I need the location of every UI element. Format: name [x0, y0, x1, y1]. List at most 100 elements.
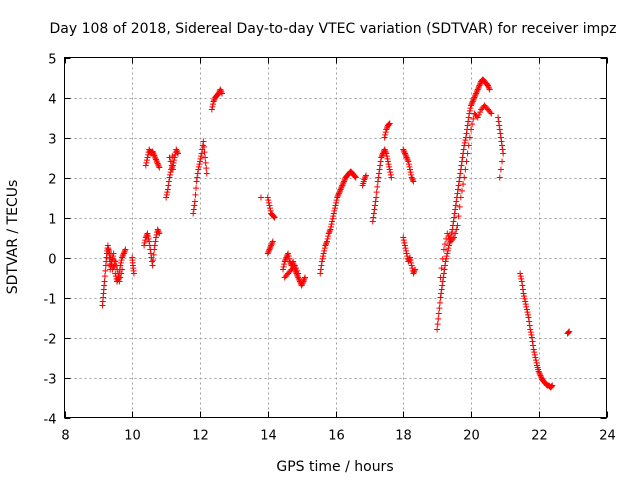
data-point-marker	[456, 178, 463, 185]
data-point-marker	[386, 121, 393, 128]
data-point-marker	[217, 86, 224, 93]
data-point-marker	[152, 238, 159, 245]
data-point-marker	[155, 163, 162, 170]
data-point-marker	[404, 155, 411, 162]
data-point-marker	[142, 162, 149, 169]
data-point-marker	[169, 163, 176, 170]
data-point-marker	[361, 176, 368, 183]
data-point-marker	[530, 346, 537, 353]
data-point-marker	[107, 254, 114, 261]
data-point-marker	[150, 257, 157, 264]
data-point-marker	[455, 213, 462, 220]
data-point-marker	[340, 179, 347, 186]
data-point-marker	[372, 198, 379, 205]
data-point-marker	[268, 242, 275, 249]
data-point-marker	[435, 310, 442, 317]
data-point-marker	[520, 290, 527, 297]
data-point-marker	[300, 277, 307, 284]
data-point-marker	[203, 170, 210, 177]
data-point-marker	[143, 157, 150, 164]
data-point-marker	[517, 270, 524, 277]
data-point-marker	[439, 278, 446, 285]
data-point-marker	[321, 247, 328, 254]
data-point-marker	[401, 149, 408, 156]
data-point-marker	[195, 166, 202, 173]
data-point-marker	[174, 150, 181, 157]
data-point-marker	[402, 151, 409, 158]
data-point-marker	[445, 233, 452, 240]
data-point-marker	[197, 158, 203, 165]
data-point-marker	[150, 149, 157, 156]
data-point-marker	[370, 214, 377, 221]
data-point-marker	[332, 202, 339, 209]
plot-frame	[64, 57, 607, 418]
data-point-marker	[302, 274, 309, 281]
data-point-marker	[152, 155, 159, 162]
data-point-marker	[122, 246, 129, 253]
y-tick-label: -2	[44, 333, 57, 348]
data-point-marker	[281, 258, 288, 265]
data-point-marker	[106, 249, 113, 256]
data-point-marker	[523, 306, 530, 313]
data-point-marker	[465, 114, 472, 121]
data-point-marker	[119, 254, 126, 261]
data-point-marker	[525, 314, 532, 321]
data-point-marker	[475, 83, 482, 90]
data-point-marker	[294, 267, 301, 274]
data-point-marker	[526, 322, 533, 329]
data-point-marker	[437, 294, 444, 301]
data-point-marker	[448, 229, 455, 236]
data-point-marker	[474, 114, 481, 121]
data-point-marker	[434, 321, 441, 328]
data-point-marker	[163, 191, 170, 198]
data-point-marker	[475, 85, 482, 92]
data-point-marker	[257, 194, 264, 201]
data-point-marker	[264, 194, 271, 201]
data-point-marker	[335, 191, 342, 198]
data-point-marker	[408, 174, 415, 181]
data-point-marker	[102, 267, 109, 274]
data-point-marker	[208, 106, 215, 113]
data-point-marker	[265, 197, 272, 204]
data-point-marker	[292, 265, 299, 272]
data-point-marker	[286, 255, 293, 262]
data-point-marker	[403, 247, 410, 254]
data-point-marker	[320, 250, 327, 257]
data-point-marker	[329, 215, 336, 222]
data-point-marker	[149, 148, 156, 155]
data-point-marker	[340, 178, 347, 185]
data-point-marker	[370, 210, 377, 217]
data-point-marker	[193, 178, 200, 185]
data-point-marker	[434, 326, 441, 333]
data-point-marker	[190, 210, 197, 217]
data-point-marker	[150, 251, 157, 258]
data-point-marker	[165, 182, 172, 189]
data-point-marker	[400, 147, 407, 154]
data-point-marker	[438, 290, 445, 297]
data-point-marker	[333, 199, 340, 206]
data-point-marker	[403, 153, 410, 160]
data-point-marker	[377, 158, 384, 165]
data-point-marker	[197, 155, 204, 162]
data-point-marker	[165, 178, 172, 185]
data-point-marker	[169, 153, 176, 160]
data-point-marker	[408, 171, 415, 178]
data-point-marker	[523, 303, 530, 310]
data-point-marker	[381, 134, 388, 141]
data-point-marker	[403, 154, 410, 161]
data-point-marker	[410, 178, 417, 185]
data-point-marker	[451, 234, 458, 241]
data-point-marker	[106, 251, 113, 258]
data-point-marker	[488, 110, 495, 117]
data-point-marker	[119, 266, 126, 273]
data-point-marker	[219, 90, 226, 97]
data-point-marker	[451, 214, 458, 221]
data-point-marker	[351, 173, 358, 180]
data-point-marker	[209, 101, 216, 108]
data-point-marker	[144, 230, 151, 237]
data-point-marker	[113, 262, 120, 269]
data-point-marker	[361, 175, 368, 182]
data-point-marker	[388, 174, 395, 181]
data-point-marker	[497, 166, 504, 173]
data-point-marker	[377, 162, 384, 169]
